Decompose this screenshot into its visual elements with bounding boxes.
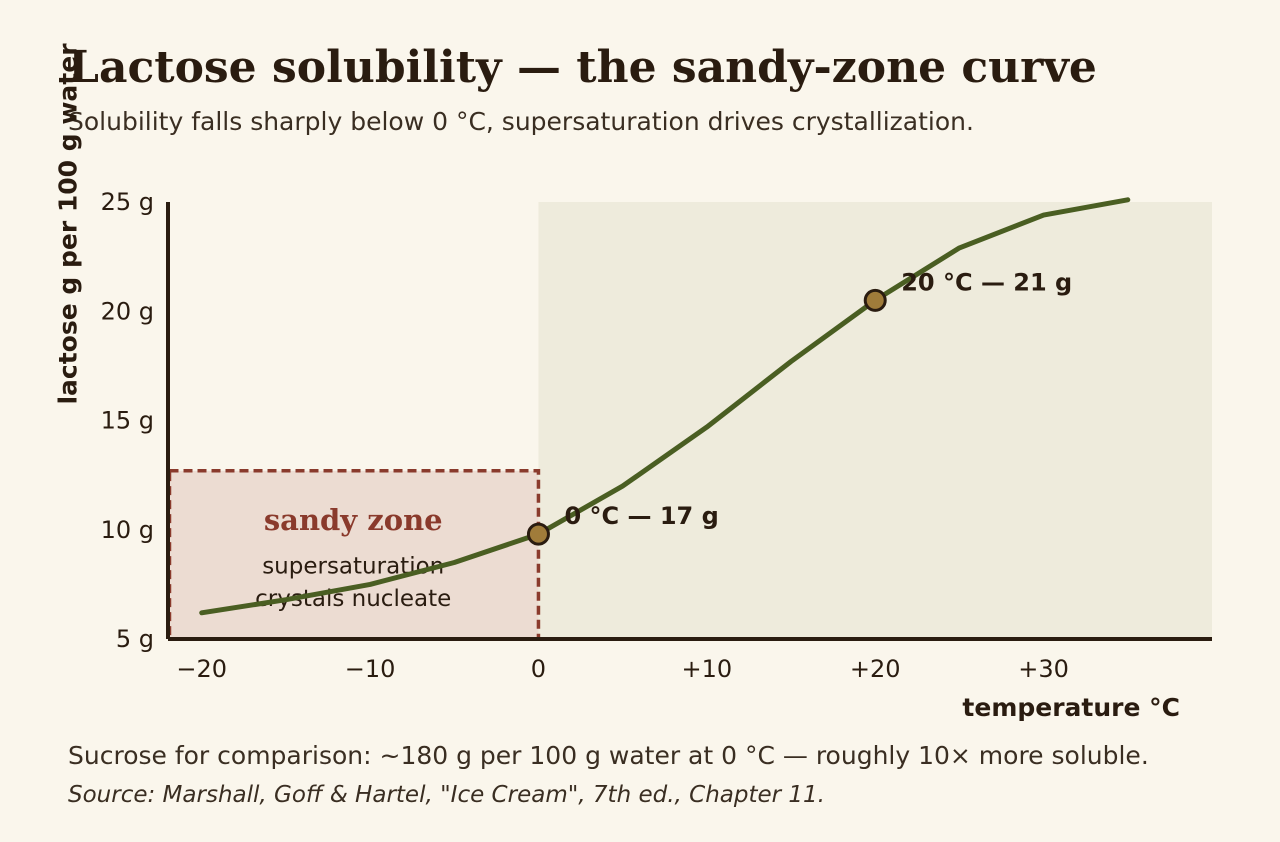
source-note: Source: Marshall, Goff & Hartel, "Ice Cr… [68, 782, 825, 808]
x-tick-label: 0 [531, 655, 546, 683]
marker-annotation: 0 °C — 17 g [564, 502, 718, 530]
markers: 0 °C — 17 g 20 °C — 21 g [526, 268, 1072, 546]
marker-annotation: 20 °C — 21 g [901, 268, 1072, 296]
x-tick-label: −10 [345, 655, 396, 683]
sandy-zone-line: supersaturation [262, 553, 444, 579]
data-marker [526, 522, 550, 546]
chart-subtitle: Solubility falls sharply below 0 °C, sup… [68, 107, 974, 136]
sandy-zone-label: sandy zone [264, 503, 443, 537]
chart-title: Lactose solubility — the sandy-zone curv… [68, 42, 1097, 93]
solubility-curve [199, 197, 1131, 616]
data-marker [863, 288, 887, 312]
x-axis-label: temperature °C [962, 693, 1180, 722]
x-tick-label: +20 [850, 655, 901, 683]
comparison-note: Sucrose for comparison: ~180 g per 100 g… [68, 741, 1149, 770]
x-tick-label: +30 [1018, 655, 1069, 683]
x-tick-label: −20 [176, 655, 227, 683]
y-axis-ticks: 5 g 10 g 15 g 20 g 25 g [101, 188, 154, 653]
y-tick-label: 20 g [101, 297, 154, 325]
y-tick-label: 5 g [116, 625, 154, 653]
y-tick-label: 25 g [101, 188, 154, 216]
y-tick-label: 15 g [101, 407, 154, 435]
x-axis-ticks: −20 −10 0 +10 +20 +30 [176, 655, 1069, 683]
warm-region-shading [538, 202, 1212, 639]
y-tick-label: 10 g [101, 516, 154, 544]
y-axis-label: lactose g per 100 g water [53, 43, 83, 405]
x-tick-label: +10 [682, 655, 733, 683]
